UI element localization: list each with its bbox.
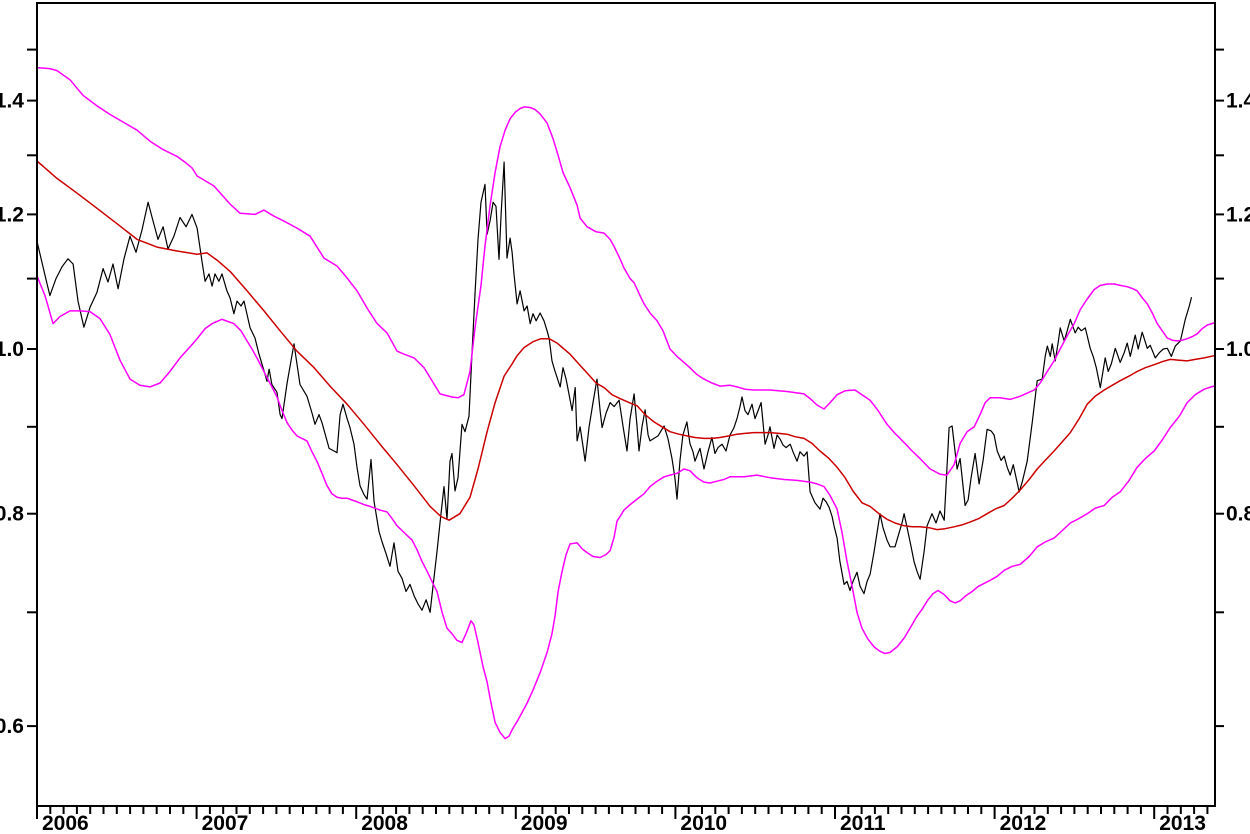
x-axis-year-label: 2013 bbox=[1159, 812, 1206, 834]
x-axis-year-label: 2010 bbox=[680, 812, 727, 834]
y-axis-label-left: 1.2 bbox=[0, 203, 24, 226]
y-axis-label-right: 1.4 bbox=[1226, 90, 1250, 113]
y-axis-label-left: 0.8 bbox=[0, 503, 24, 526]
plot-frame-group bbox=[36, 2, 1216, 807]
y-axis-label-left: 1.4 bbox=[0, 90, 24, 113]
lower-band-line bbox=[36, 275, 1215, 740]
upper-band-line bbox=[36, 66, 1215, 476]
price-line bbox=[36, 161, 1193, 613]
axis-labels-group: 1.4 1.2 1.0 0.8 0.6 1.4 1.2 1.0 0.8 2006 2007 2008 2… bbox=[0, 90, 1250, 834]
x-axis-year-label: 2006 bbox=[42, 812, 89, 834]
series-group bbox=[36, 66, 1215, 740]
y-axis-label-right: 1.0 bbox=[1226, 338, 1250, 361]
x-axis-year-label: 2008 bbox=[361, 812, 408, 834]
x-axis-year-label: 2007 bbox=[202, 812, 249, 834]
middle-band-line bbox=[36, 160, 1215, 531]
y-axis-label-left: 1.0 bbox=[0, 338, 24, 361]
x-axis-year-label: 2009 bbox=[521, 812, 568, 834]
plot-frame bbox=[36, 2, 1216, 807]
x-axis-year-label: 2011 bbox=[840, 812, 886, 834]
y-axis-label-right: 1.2 bbox=[1226, 203, 1250, 226]
y-axis-label-right: 0.8 bbox=[1226, 503, 1250, 526]
y-axis-label-left: 0.6 bbox=[0, 715, 24, 738]
x-axis-year-label: 2012 bbox=[1000, 812, 1047, 834]
axis-ticks-group bbox=[27, 48, 1224, 819]
